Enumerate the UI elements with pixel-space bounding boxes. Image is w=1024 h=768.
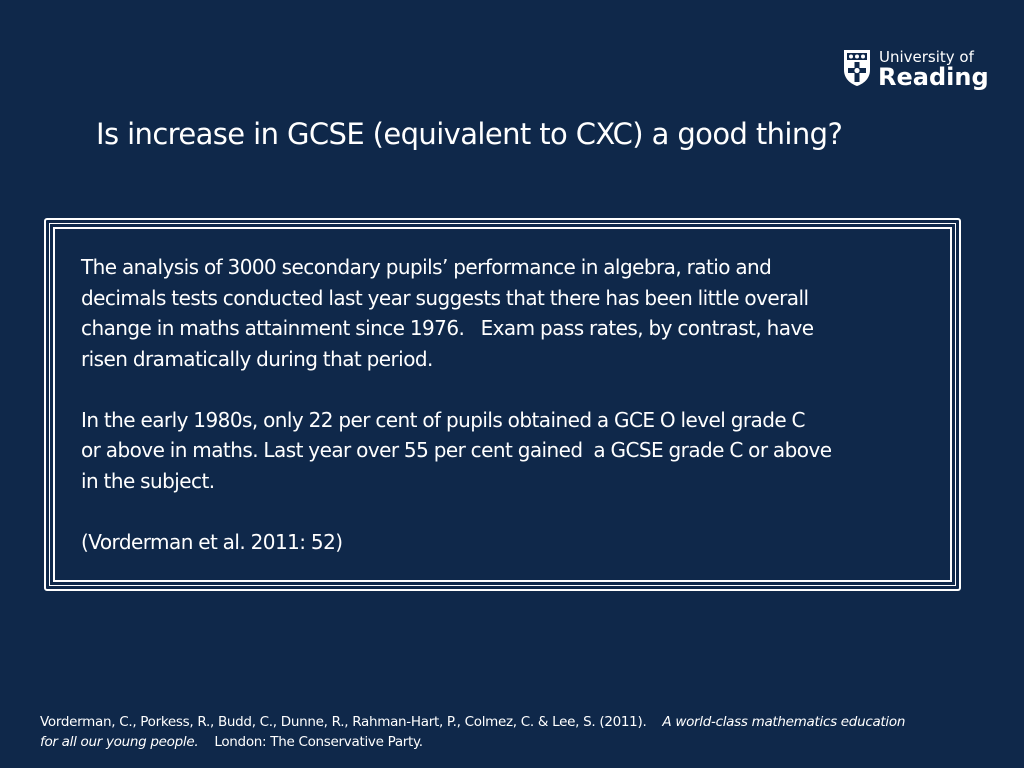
paragraph-spacer [81,496,939,527]
bibliographic-reference: Vorderman, C., Porkess, R., Budd, C., Du… [40,712,1000,752]
reference-title-part-1: A world-class mathematics education [662,714,906,730]
logo-text-reading: Reading [878,63,989,91]
logo-text-university-of: University of [879,48,974,66]
quote-paragraph-2-line-1: In the early 1980s, only 22 per cent of … [81,407,806,432]
quote-citation: (Vorderman et al. 2011: 52) [81,529,343,554]
reference-authors: Vorderman, C., Porkess, R., Budd, C., Du… [40,714,647,730]
slide-title: Is increase in GCSE (equivalent to CXC) … [96,117,843,151]
quote-block: The analysis of 3000 secondary pupils’ p… [81,252,939,557]
university-logo: University of Reading [842,48,989,94]
quote-frame-inner-border [53,227,952,582]
paragraph-spacer [81,374,939,405]
university-crest-icon [844,50,870,86]
quote-paragraph-1-line-4: risen dramatically during that period. [81,346,433,371]
quote-paragraph-1-line-2: decimals tests conducted last year sugge… [81,285,809,310]
quote-paragraph-2-line-3: in the subject. [81,468,215,493]
quote-paragraph-1-line-3: change in maths attainment since 1976. E… [81,316,814,340]
quote-frame [44,218,961,591]
quote-paragraph-1-line-1: The analysis of 3000 secondary pupils’ p… [81,255,772,279]
reference-publisher: London: The Conservative Party. [214,734,423,750]
quote-frame-middle-border [49,223,956,586]
reference-title-part-2: for all our young people. [40,734,199,750]
quote-paragraph-2-line-2: or above in maths. Last year over 55 per… [81,438,832,462]
